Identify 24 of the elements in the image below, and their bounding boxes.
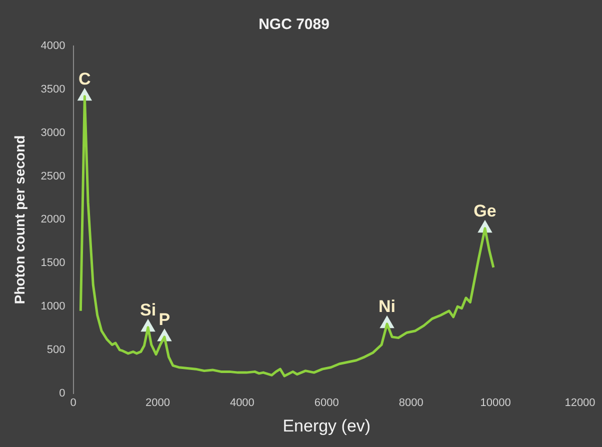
- annotation: Ge: [474, 202, 496, 221]
- annotation: Si: [140, 300, 156, 320]
- x-tick-label: 2000: [145, 397, 170, 410]
- x-tick-label: 10000: [480, 397, 511, 410]
- annotation: P: [158, 310, 170, 330]
- y-tick-label: 1000: [40, 300, 66, 313]
- y-tick-label: 3500: [40, 83, 66, 96]
- y-tick-label: 500: [46, 344, 66, 356]
- y-axis-title: Photon count per second: [11, 135, 28, 304]
- y-tick-label: 2000: [40, 214, 66, 226]
- y-tick-label: 1500: [40, 257, 66, 270]
- x-tick-label: 12000: [564, 397, 596, 410]
- y-tick-label: 4000: [40, 40, 66, 52]
- x-tick-label: 0: [70, 397, 76, 410]
- chart-title: NGC 7089: [258, 16, 330, 34]
- x-tick-label: 4000: [230, 397, 254, 410]
- annotation: Ni: [378, 297, 396, 316]
- x-tick-label: 8000: [398, 397, 424, 410]
- y-tick-label: 2500: [40, 170, 66, 182]
- x-axis-title: Energy (ev): [282, 416, 371, 436]
- y-tick-label: 0: [59, 387, 66, 400]
- annotation: C: [78, 70, 91, 89]
- x-tick-label: 6000: [314, 397, 339, 410]
- y-tick-label: 3000: [40, 126, 66, 139]
